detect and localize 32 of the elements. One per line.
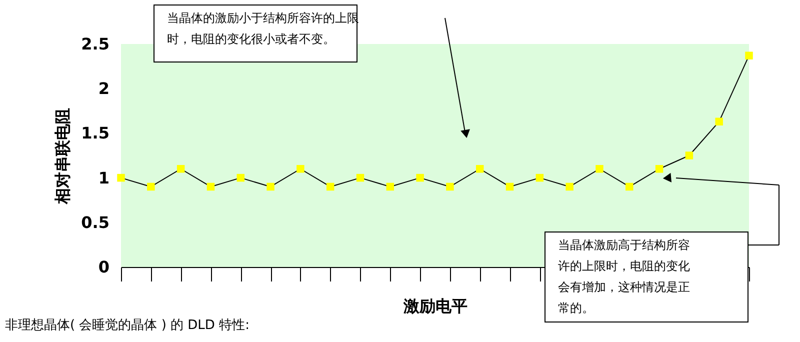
point (655, 165, 664, 173)
y-tick-label: 2 (98, 79, 110, 98)
y-tick-label: 0.5 (81, 212, 110, 232)
y-tick-label: 2.5 (81, 34, 110, 54)
point (386, 182, 394, 191)
point (117, 174, 125, 182)
y-tick-label: 0 (98, 258, 110, 276)
point (296, 165, 304, 173)
point (536, 174, 544, 182)
point (626, 182, 634, 191)
text: 非理想晶体( 会睡觉的晶体 ) 的 DLD 特性: (5, 318, 250, 333)
annotation: 当晶体激励高于结构所容许的上限时，电阻的变化会有增加，这种情况是正常的。 (558, 238, 690, 315)
point (446, 182, 454, 191)
point (176, 165, 185, 173)
y-tick-label: 1.5 (81, 124, 110, 143)
point (745, 52, 753, 60)
y-tick-label: 1 (98, 168, 110, 188)
point (147, 182, 155, 191)
point (476, 165, 484, 173)
y-axis-title: 相对串联电阻 (53, 108, 72, 205)
x-axis-title: 激励电平 (402, 296, 468, 316)
point (506, 182, 514, 191)
point (566, 182, 574, 191)
point (416, 174, 424, 182)
point (326, 182, 334, 191)
point (715, 118, 723, 126)
point (266, 182, 274, 191)
point (236, 174, 244, 182)
point (685, 152, 694, 160)
point (596, 165, 604, 173)
point (206, 182, 215, 191)
point (356, 174, 364, 182)
